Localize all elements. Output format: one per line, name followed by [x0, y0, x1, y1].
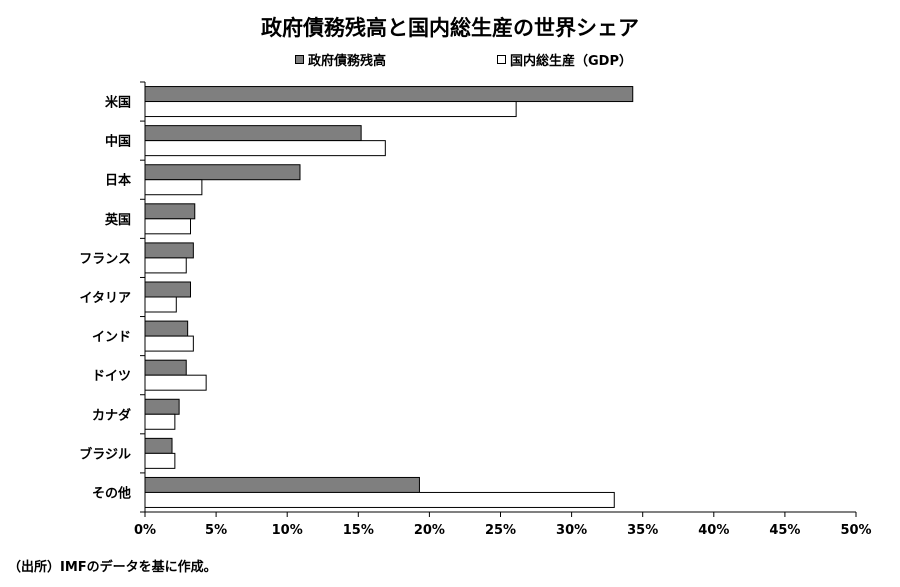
- x-tick-label-6: 30%: [556, 523, 587, 538]
- x-tick-label-1: 5%: [205, 523, 227, 538]
- category-label-5: イタリア: [80, 291, 131, 306]
- bar-debt-8: [144, 398, 180, 415]
- category-label-0: 米国: [105, 95, 131, 111]
- chart-legend: 政府債務残高 国内総生産（GDP）: [0, 50, 900, 70]
- bar-debt-2: [144, 164, 301, 181]
- legend-label-debt: 政府債務残高: [308, 54, 387, 69]
- legend-label-gdp: 国内総生産（GDP）: [510, 54, 632, 69]
- bar-gdp-5: [144, 296, 177, 313]
- bar-gdp-2: [144, 179, 203, 196]
- category-label-7: ドイツ: [92, 369, 131, 384]
- category-label-2: 日本: [105, 173, 131, 189]
- legend-swatch-gdp: [497, 55, 506, 64]
- category-label-3: 英国: [104, 212, 131, 228]
- bar-gdp-0: [144, 101, 517, 118]
- bar-debt-1: [144, 125, 362, 142]
- chart-title: 政府債務残高と国内総生産の世界シェア: [261, 16, 639, 40]
- x-tick-label-3: 15%: [343, 523, 374, 538]
- bar-debt-5: [144, 281, 192, 298]
- legend-item-debt: 政府債務残高: [295, 50, 386, 69]
- legend-swatch-debt: [295, 55, 304, 64]
- bar-debt-10: [144, 476, 420, 493]
- bar-debt-4: [144, 242, 194, 259]
- bar-debt-7: [144, 359, 187, 376]
- bar-gdp-9: [144, 452, 176, 469]
- category-label-4: フランス: [79, 252, 131, 267]
- x-tick-label-5: 25%: [485, 523, 516, 538]
- bar-debt-0: [144, 86, 634, 103]
- bar-debt-3: [144, 203, 196, 220]
- bar-gdp-6: [144, 335, 194, 352]
- bar-debt-9: [144, 437, 173, 454]
- bar-debt-6: [144, 320, 189, 337]
- x-tick-label-9: 45%: [769, 523, 800, 538]
- bar-gdp-4: [144, 257, 187, 274]
- x-tick-label-8: 40%: [698, 523, 729, 538]
- x-tick-label-0: 0%: [134, 523, 156, 538]
- category-label-8: カナダ: [92, 407, 131, 423]
- bar-gdp-3: [144, 218, 192, 235]
- x-tick-label-4: 20%: [414, 523, 445, 538]
- category-label-6: インド: [92, 330, 131, 345]
- x-tick-label-7: 35%: [627, 523, 658, 538]
- category-label-1: 中国: [105, 134, 131, 150]
- bar-gdp-10: [144, 491, 615, 508]
- category-label-9: ブラジル: [79, 446, 131, 462]
- x-tick-label-2: 10%: [272, 523, 303, 538]
- category-label-10: その他: [92, 485, 131, 501]
- legend-item-gdp: 国内総生産（GDP）: [497, 50, 632, 69]
- bar-gdp-1: [144, 140, 386, 157]
- source-note: （出所）IMFのデータを基に作成。: [8, 560, 217, 575]
- x-tick-label-10: 50%: [840, 523, 871, 538]
- bar-gdp-8: [144, 413, 176, 430]
- bar-gdp-7: [144, 374, 207, 391]
